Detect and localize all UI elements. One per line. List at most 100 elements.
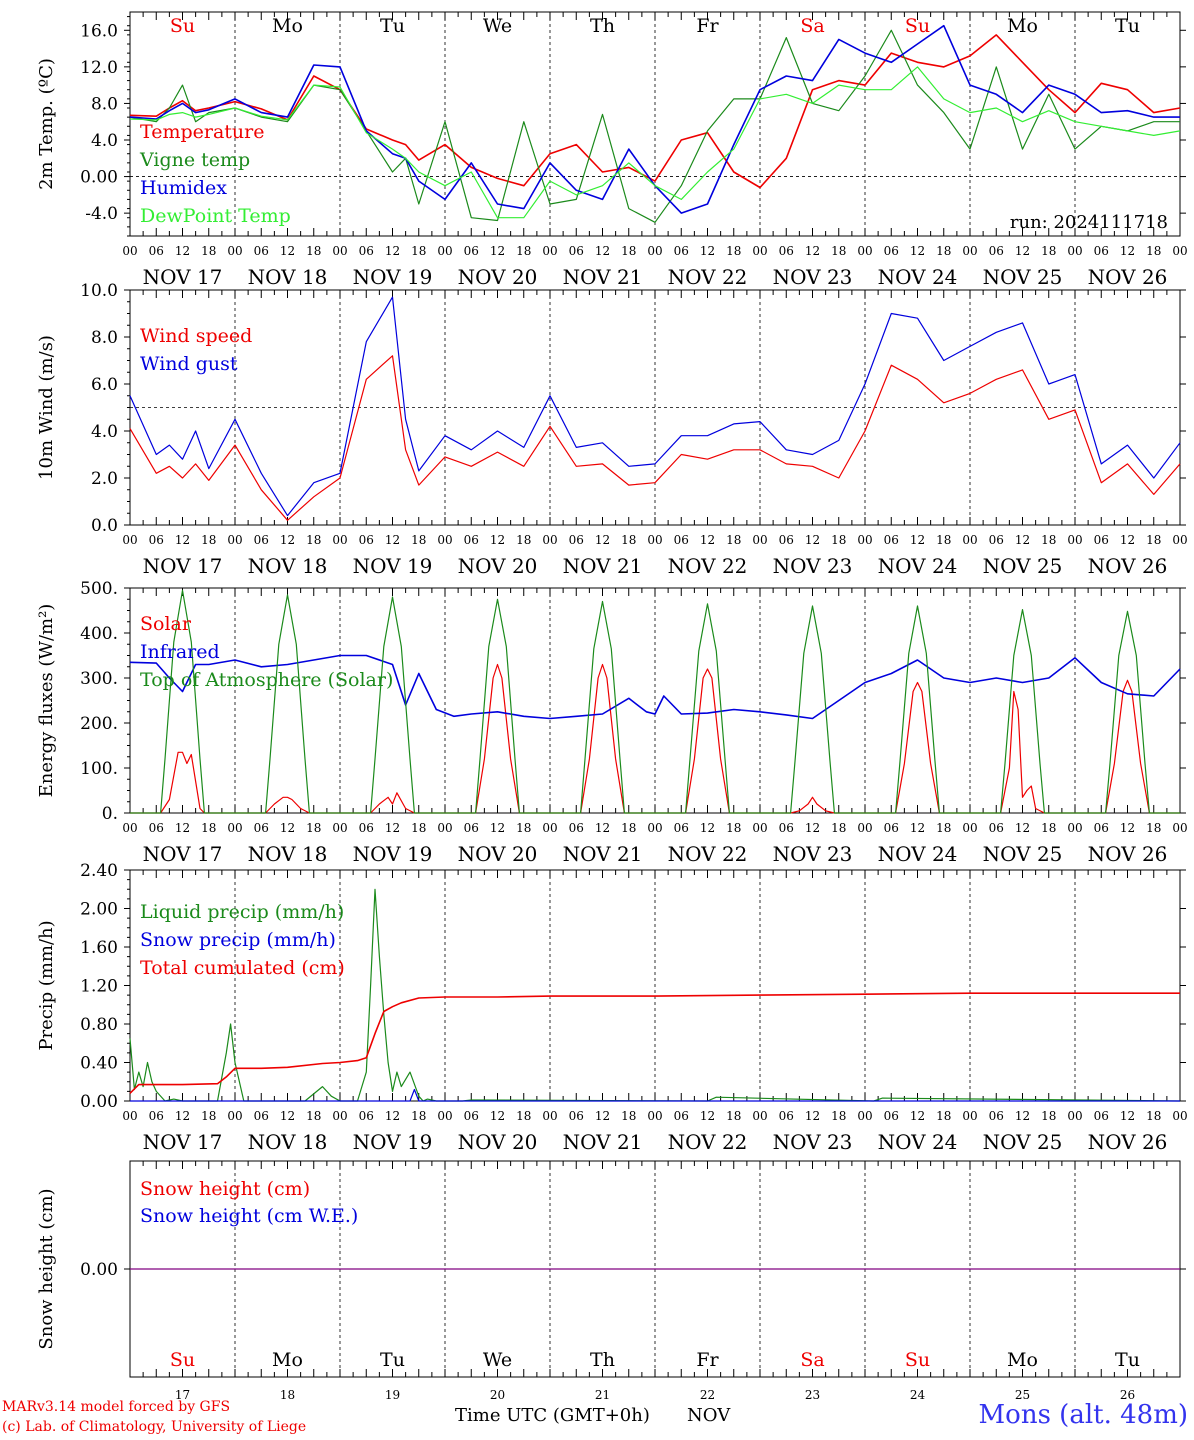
- hour-label: 00: [857, 533, 872, 547]
- hour-label: 18: [1041, 821, 1056, 835]
- hour-label: 12: [175, 821, 190, 835]
- hour-label: 12: [910, 244, 925, 258]
- hour-label: 18: [411, 821, 426, 835]
- hour-label: 00: [647, 1109, 662, 1123]
- hour-label: 18: [516, 1109, 531, 1123]
- hour-label: 06: [149, 533, 164, 547]
- hour-label: 06: [674, 533, 689, 547]
- legend-entry: Vigne temp: [139, 149, 250, 171]
- date-label: NOV 18: [248, 1130, 328, 1154]
- day-number: 24: [910, 1388, 926, 1402]
- hour-label: 00: [332, 533, 347, 547]
- y-tick-label: 4.0: [91, 422, 118, 442]
- hour-label: 00: [962, 244, 977, 258]
- y-tick-label: 0.00: [80, 1092, 118, 1112]
- date-label: NOV 25: [983, 842, 1063, 866]
- legend-entry: Humidex: [140, 177, 227, 199]
- hour-label: 18: [201, 821, 216, 835]
- date-label: NOV 26: [1088, 842, 1168, 866]
- hour-label: 00: [857, 244, 872, 258]
- hour-label: 18: [411, 533, 426, 547]
- hour-label: 12: [175, 533, 190, 547]
- hour-label: 06: [254, 533, 269, 547]
- y-tick-label: 16.0: [80, 21, 118, 41]
- hour-label: 12: [700, 533, 715, 547]
- date-label: NOV 19: [353, 265, 433, 289]
- date-label: NOV 21: [563, 265, 643, 289]
- hour-label: 18: [411, 244, 426, 258]
- hour-label: 12: [280, 821, 295, 835]
- hour-label: 00: [227, 533, 242, 547]
- x-axis-label: Time UTC (GMT+0h): [455, 1405, 650, 1426]
- hour-label: 00: [647, 821, 662, 835]
- hour-label: 00: [542, 244, 557, 258]
- hour-label: 12: [175, 1109, 190, 1123]
- hour-label: 00: [542, 1109, 557, 1123]
- hour-label: 06: [464, 1109, 479, 1123]
- hour-label: 12: [1120, 821, 1135, 835]
- date-label: NOV 20: [458, 842, 538, 866]
- hour-label: 18: [1146, 1109, 1161, 1123]
- hour-label: 06: [674, 821, 689, 835]
- station-label: Mons (alt. 48m): [978, 1400, 1188, 1430]
- weekday-label: Tu: [380, 15, 405, 37]
- hour-label: 06: [254, 244, 269, 258]
- hour-label: 18: [306, 244, 321, 258]
- date-label: NOV 20: [458, 1130, 538, 1154]
- day-number: 26: [1120, 1388, 1135, 1402]
- date-label: NOV 24: [878, 842, 958, 866]
- hour-label: 12: [175, 244, 190, 258]
- date-label: NOV 23: [773, 265, 853, 289]
- hour-label: 06: [779, 821, 794, 835]
- y-tick-label: 0.: [102, 804, 118, 824]
- date-label: NOV 22: [668, 1130, 748, 1154]
- weekday-label: Th: [590, 15, 615, 37]
- hour-label: 18: [201, 1109, 216, 1123]
- series-line-vigne-temp: [129, 29, 1180, 223]
- day-number: 25: [1015, 1388, 1030, 1402]
- date-label: NOV 26: [1088, 265, 1168, 289]
- hour-label: 06: [569, 244, 584, 258]
- hour-label: 18: [936, 1109, 951, 1123]
- hour-label: 06: [884, 244, 899, 258]
- hour-label: 12: [595, 821, 610, 835]
- date-label: NOV 18: [248, 554, 328, 578]
- legend-entry: Wind gust: [140, 353, 238, 375]
- weekday-label: Tu: [1115, 1349, 1140, 1371]
- hour-label: 18: [621, 533, 636, 547]
- hour-label: 18: [516, 533, 531, 547]
- hour-label: 00: [542, 533, 557, 547]
- hour-label: 18: [516, 244, 531, 258]
- hour-label: 12: [805, 1109, 820, 1123]
- hour-label: 12: [805, 533, 820, 547]
- hour-label: 06: [254, 1109, 269, 1123]
- y-tick-label: 12.0: [80, 58, 118, 78]
- date-label: NOV 22: [668, 265, 748, 289]
- date-label: NOV 21: [563, 554, 643, 578]
- date-label: NOV 19: [353, 842, 433, 866]
- y-tick-label: 2.00: [80, 900, 118, 920]
- date-label: NOV 21: [563, 842, 643, 866]
- legend-entry: Snow precip (mm/h): [140, 929, 336, 951]
- hour-label: 06: [149, 1109, 164, 1123]
- hour-label: 18: [516, 821, 531, 835]
- hour-label: 12: [910, 533, 925, 547]
- y-tick-label: 6.0: [91, 375, 118, 395]
- legend-entry: Snow height (cm W.E.): [140, 1205, 358, 1227]
- y-tick-label: 1.20: [80, 977, 118, 997]
- day-number: 20: [490, 1388, 505, 1402]
- hour-label: 06: [884, 1109, 899, 1123]
- hour-label: 00: [332, 244, 347, 258]
- hour-label: 12: [1015, 244, 1030, 258]
- hour-label: 18: [1146, 244, 1161, 258]
- hour-label: 00: [962, 1109, 977, 1123]
- date-label: NOV 25: [983, 265, 1063, 289]
- hour-label: 00: [227, 821, 242, 835]
- hour-label: 12: [1015, 1109, 1030, 1123]
- hour-label: 18: [726, 533, 741, 547]
- date-label: NOV 24: [878, 265, 958, 289]
- hour-label: 00: [122, 821, 137, 835]
- month-label: NOV: [687, 1405, 731, 1426]
- hour-label: 00: [1067, 821, 1082, 835]
- hour-label: 12: [700, 244, 715, 258]
